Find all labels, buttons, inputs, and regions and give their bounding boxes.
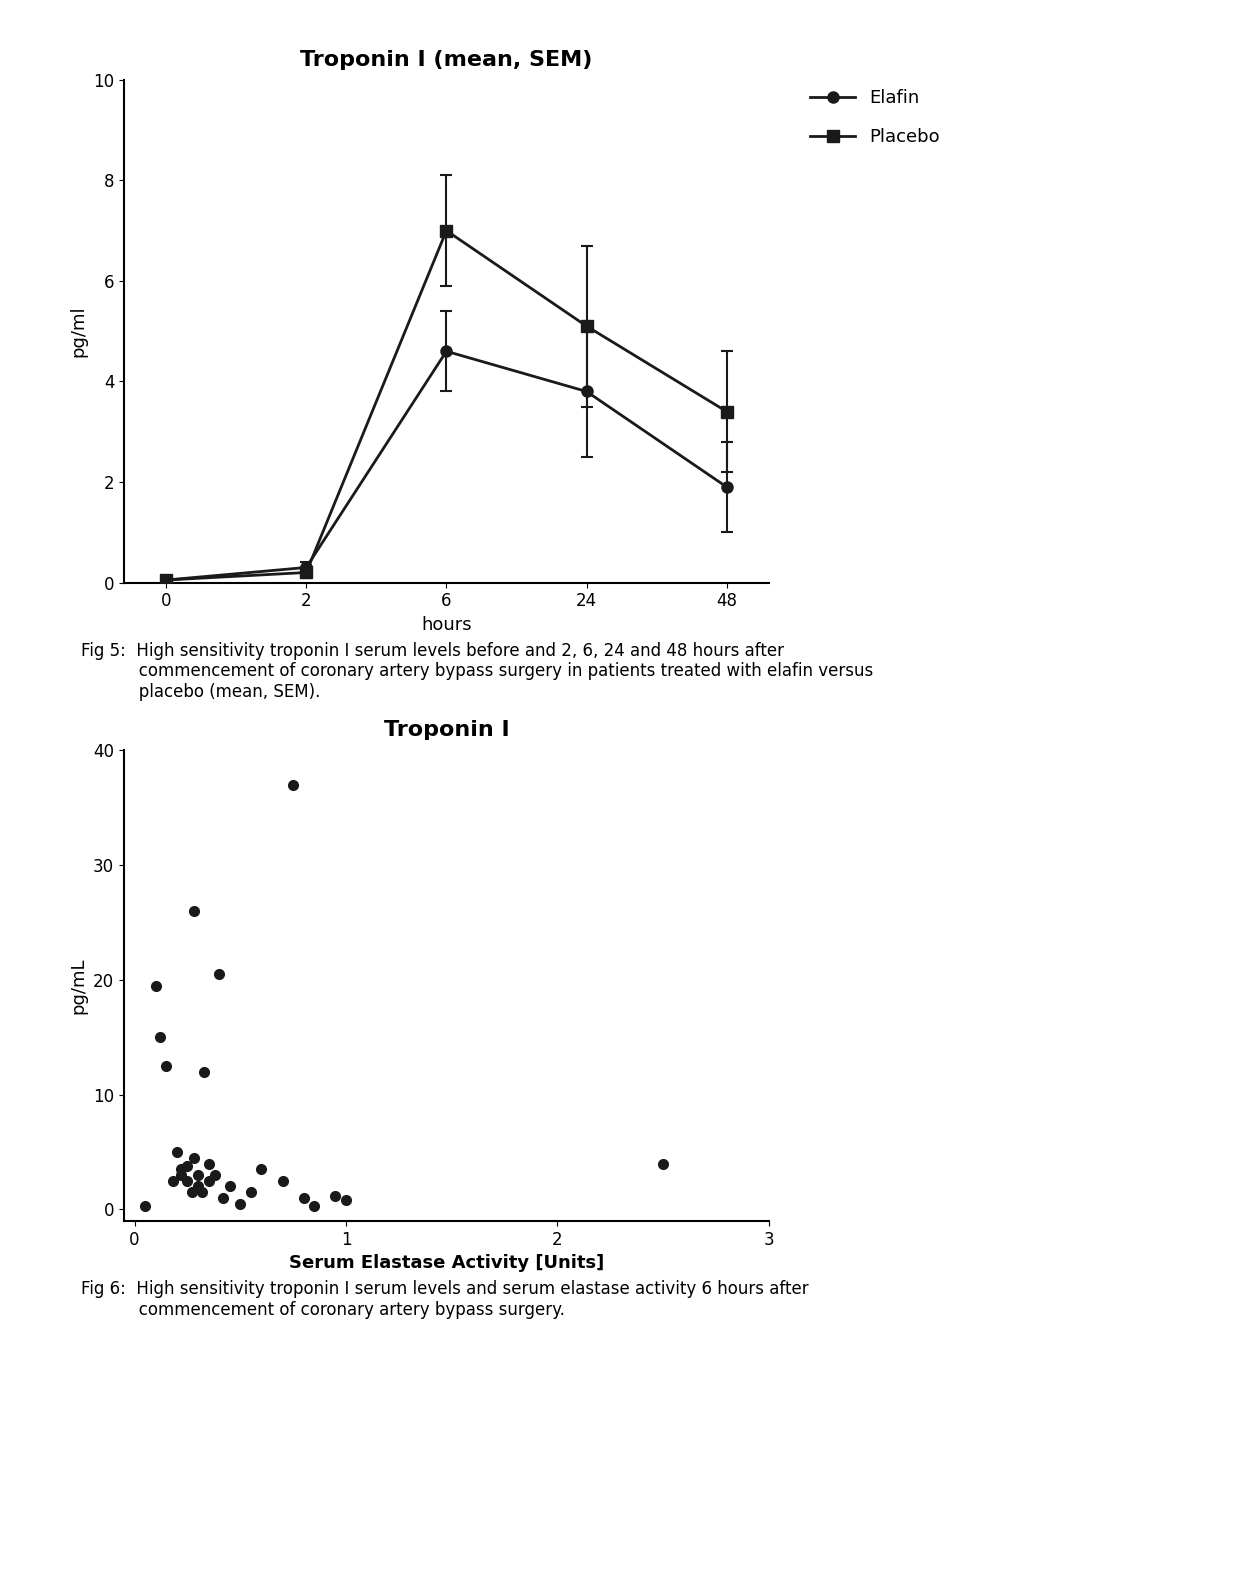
Point bbox=[653, 1151, 673, 1176]
Point bbox=[273, 1168, 293, 1194]
Point bbox=[198, 1168, 218, 1194]
Point bbox=[198, 1151, 218, 1176]
Y-axis label: pg/ml: pg/ml bbox=[69, 305, 88, 358]
Point bbox=[171, 1162, 191, 1187]
Point bbox=[336, 1187, 356, 1213]
Point bbox=[177, 1152, 197, 1178]
Point bbox=[241, 1179, 260, 1205]
Point bbox=[283, 772, 303, 798]
Point bbox=[188, 1173, 208, 1199]
Point bbox=[294, 1186, 314, 1211]
Title: Troponin I (mean, SEM): Troponin I (mean, SEM) bbox=[300, 49, 593, 70]
Point bbox=[184, 899, 203, 924]
Point bbox=[195, 1058, 215, 1084]
Text: Fig 5:  High sensitivity troponin I serum levels before and 2, 6, 24 and 48 hour: Fig 5: High sensitivity troponin I serum… bbox=[81, 642, 873, 701]
Point bbox=[205, 1162, 224, 1187]
Point bbox=[210, 961, 229, 986]
X-axis label: hours: hours bbox=[422, 616, 471, 634]
X-axis label: Serum Elastase Activity [Units]: Serum Elastase Activity [Units] bbox=[289, 1254, 604, 1272]
Text: Fig 6:  High sensitivity troponin I serum levels and serum elastase activity 6 h: Fig 6: High sensitivity troponin I serum… bbox=[81, 1280, 808, 1318]
Point bbox=[304, 1194, 324, 1219]
Point bbox=[213, 1186, 233, 1211]
Point bbox=[162, 1168, 182, 1194]
Title: Troponin I: Troponin I bbox=[383, 720, 510, 741]
Legend: Elafin, Placebo: Elafin, Placebo bbox=[810, 89, 940, 147]
Point bbox=[167, 1140, 187, 1165]
Point bbox=[177, 1168, 197, 1194]
Point bbox=[188, 1162, 208, 1187]
Point bbox=[231, 1191, 250, 1216]
Point bbox=[192, 1179, 212, 1205]
Point bbox=[171, 1157, 191, 1183]
Point bbox=[156, 1053, 176, 1079]
Point bbox=[184, 1144, 203, 1170]
Y-axis label: pg/mL: pg/mL bbox=[69, 958, 88, 1013]
Point bbox=[219, 1173, 239, 1199]
Point bbox=[325, 1183, 345, 1208]
Point bbox=[135, 1194, 155, 1219]
Point bbox=[252, 1157, 272, 1183]
Point bbox=[146, 972, 166, 999]
Point bbox=[150, 1025, 170, 1050]
Point bbox=[182, 1179, 202, 1205]
